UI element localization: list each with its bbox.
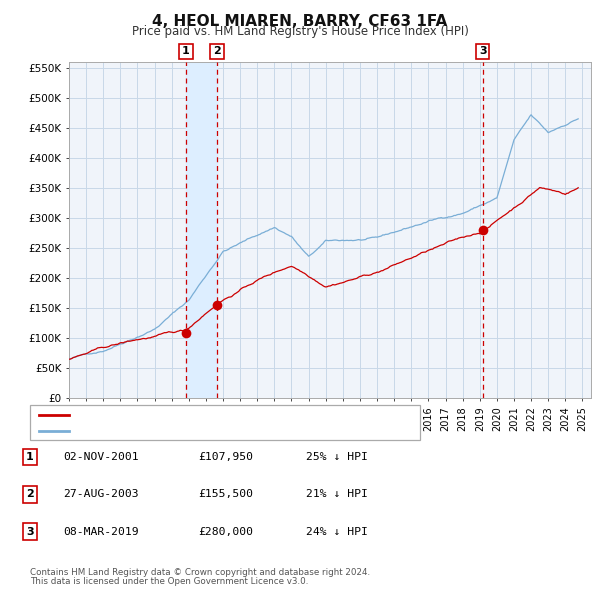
- Text: 2: 2: [26, 490, 34, 499]
- Text: 4, HEOL MIAREN, BARRY, CF63 1FA: 4, HEOL MIAREN, BARRY, CF63 1FA: [152, 14, 448, 29]
- Text: £280,000: £280,000: [198, 527, 253, 536]
- Text: 25% ↓ HPI: 25% ↓ HPI: [306, 453, 368, 462]
- Text: 3: 3: [26, 527, 34, 536]
- Text: £155,500: £155,500: [198, 490, 253, 499]
- Text: 24% ↓ HPI: 24% ↓ HPI: [306, 527, 368, 536]
- Text: This data is licensed under the Open Government Licence v3.0.: This data is licensed under the Open Gov…: [30, 577, 308, 586]
- Text: Price paid vs. HM Land Registry's House Price Index (HPI): Price paid vs. HM Land Registry's House …: [131, 25, 469, 38]
- Text: 4, HEOL MIAREN, BARRY, CF63 1FA (detached house): 4, HEOL MIAREN, BARRY, CF63 1FA (detache…: [75, 410, 365, 420]
- Text: HPI: Average price, detached house, Vale of Glamorgan: HPI: Average price, detached house, Vale…: [75, 426, 378, 436]
- Bar: [186, 62, 217, 398]
- Text: 1: 1: [26, 453, 34, 462]
- Text: 27-AUG-2003: 27-AUG-2003: [63, 490, 139, 499]
- Text: 02-NOV-2001: 02-NOV-2001: [63, 453, 139, 462]
- Text: 1: 1: [182, 47, 190, 57]
- Text: 3: 3: [479, 47, 487, 57]
- Text: £107,950: £107,950: [198, 453, 253, 462]
- Text: 2: 2: [213, 47, 221, 57]
- Text: 21% ↓ HPI: 21% ↓ HPI: [306, 490, 368, 499]
- Text: 08-MAR-2019: 08-MAR-2019: [63, 527, 139, 536]
- Text: Contains HM Land Registry data © Crown copyright and database right 2024.: Contains HM Land Registry data © Crown c…: [30, 568, 370, 576]
